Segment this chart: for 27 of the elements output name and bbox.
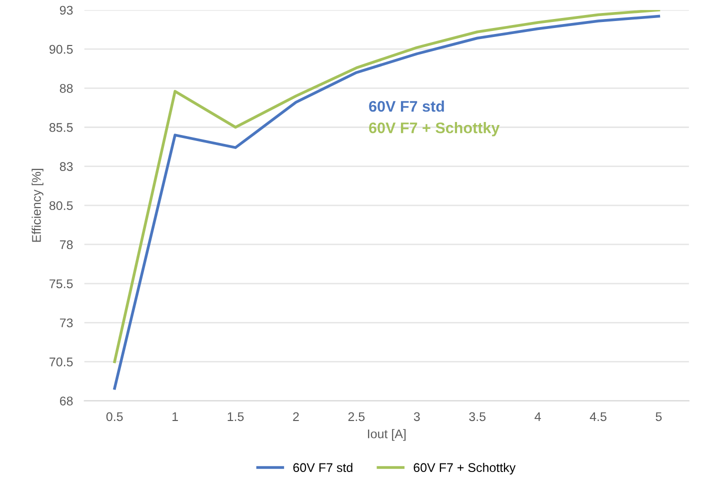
x-tick-label: 4.5: [590, 412, 606, 422]
x-tick-label: 3.5: [469, 412, 486, 422]
x-tick-label: 2: [293, 412, 299, 421]
y-tick-label: 93: [60, 6, 73, 15]
x-tick-label: 1: [172, 412, 178, 421]
y-tick-label: 73: [60, 318, 73, 328]
y-tick-label: 68: [60, 396, 73, 406]
y-tick-label: 88: [60, 84, 73, 93]
x-tick-label: 4: [534, 412, 541, 421]
annotation: 60V F7 std: [369, 100, 444, 112]
y-tick-label: 90.5: [50, 44, 73, 54]
legend-label: 60V F7 + Schottky: [414, 462, 516, 475]
x-axis-title: Iout [A]: [368, 429, 406, 441]
x-tick-label: 1.5: [228, 412, 244, 422]
y-tick-label: 83: [60, 162, 73, 171]
x-tick-label: 3: [414, 412, 420, 422]
legend-label: 60V F7 std: [293, 462, 352, 472]
y-tick-label: 75.5: [50, 279, 73, 288]
y-axis-title: Efficiency [%]: [32, 168, 44, 242]
x-tick-label: 2.5: [348, 412, 365, 422]
x-tick-label: 0.5: [106, 412, 123, 422]
y-tick-label: 78: [60, 240, 73, 250]
x-tick-label: 5: [656, 412, 662, 422]
y-tick-label: 85.5: [49, 123, 73, 132]
annotation: 60V F7 + Schottky: [369, 122, 500, 136]
y-tick-label: 80.5: [49, 201, 73, 210]
y-tick-label: 70.5: [50, 358, 73, 366]
